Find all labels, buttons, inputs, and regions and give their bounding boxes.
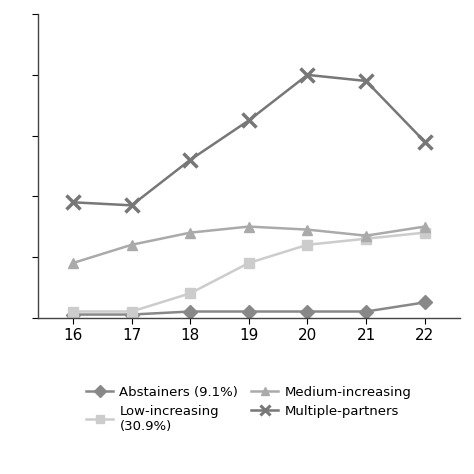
Legend: Abstainers (9.1%), Low-increasing
(30.9%), Medium-increasing, Multiple-partners: Abstainers (9.1%), Low-increasing (30.9%…	[81, 380, 417, 438]
